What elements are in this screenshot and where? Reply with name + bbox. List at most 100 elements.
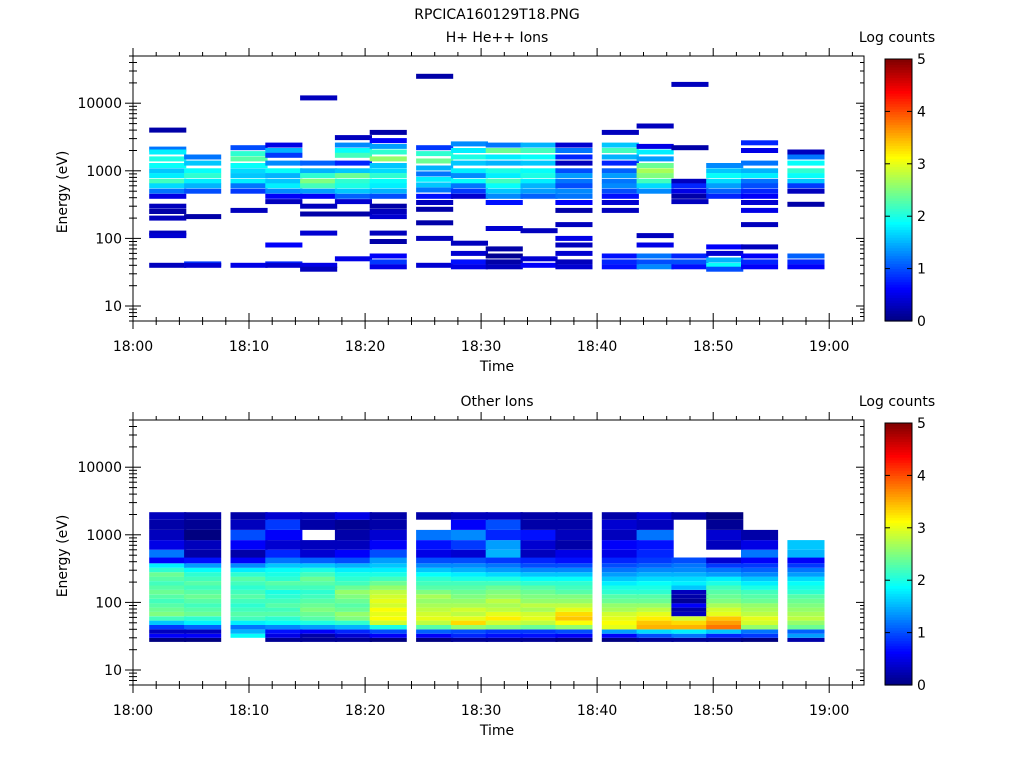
heatmap-cell xyxy=(369,557,407,564)
colorbar-swatch xyxy=(885,281,912,285)
heatmap-cell xyxy=(265,616,303,621)
heatmap-cell xyxy=(416,581,454,586)
colorbar-swatch xyxy=(885,593,912,597)
heatmap-cell xyxy=(601,188,639,194)
heatmap-cell xyxy=(334,211,372,217)
heatmap-cell xyxy=(230,607,268,612)
heatmap-cell xyxy=(334,529,372,541)
heatmap-cell xyxy=(416,585,454,590)
heatmap-cell xyxy=(416,563,454,568)
colorbar-swatch xyxy=(885,174,912,178)
heatmap-cell xyxy=(369,625,407,630)
colorbar-swatch xyxy=(885,527,912,532)
heatmap-cell xyxy=(230,207,268,213)
heatmap-cell xyxy=(671,512,709,520)
heatmap-cell xyxy=(636,594,674,599)
heatmap-cell xyxy=(450,637,488,642)
colorbar-swatch xyxy=(885,77,912,81)
heatmap-cell xyxy=(671,145,709,151)
colorbar-swatch xyxy=(885,305,912,309)
colorbar-swatch xyxy=(885,255,912,259)
heatmap-cell xyxy=(636,620,674,625)
colorbar-swatch xyxy=(885,546,912,550)
heatmap-cell xyxy=(787,168,825,174)
heatmap-cell xyxy=(601,633,639,638)
heatmap-cell xyxy=(636,188,674,194)
heatmap-cell xyxy=(787,589,825,595)
heatmap-cell xyxy=(416,182,454,188)
heatmap-cell xyxy=(485,160,523,166)
heatmap-cell xyxy=(671,633,709,638)
heatmap-cell xyxy=(555,168,593,174)
colorbar-swatch xyxy=(885,289,912,293)
heatmap-cell xyxy=(450,629,488,634)
heatmap-cell xyxy=(230,581,268,586)
heatmap-cell xyxy=(520,620,558,625)
heatmap-cell xyxy=(369,183,407,189)
colorbar-swatch xyxy=(885,682,912,686)
heatmap-cell xyxy=(601,173,639,179)
heatmap-cell xyxy=(184,572,222,577)
heatmap-cell xyxy=(149,567,187,573)
heatmap-cell xyxy=(555,611,593,617)
heatmap-cell xyxy=(450,519,488,530)
heatmap-cell xyxy=(416,611,454,617)
heatmap-cell xyxy=(485,154,523,160)
heatmap-cell xyxy=(450,512,488,520)
heatmap-cell xyxy=(555,264,593,270)
colorbar-swatch xyxy=(885,428,912,432)
heatmap-cell xyxy=(149,183,187,189)
heatmap-cell xyxy=(416,176,454,182)
heatmap-cell xyxy=(184,188,222,194)
heatmap-cell xyxy=(369,253,407,259)
heatmap-cell xyxy=(671,611,709,617)
heatmap-cell xyxy=(555,154,593,160)
heatmap-cell xyxy=(636,183,674,189)
heatmap-cell xyxy=(184,603,222,608)
heatmap-cell xyxy=(787,188,825,194)
heatmap-cell xyxy=(300,178,338,184)
heatmap-cell xyxy=(300,160,338,166)
heatmap-cell xyxy=(787,154,825,160)
colorbar-tick-label: 1 xyxy=(917,262,926,278)
colorbar-swatch xyxy=(885,210,912,215)
heatmap-cell xyxy=(741,589,779,595)
heatmap-cell xyxy=(300,603,338,608)
colorbar-swatch xyxy=(885,616,912,621)
colorbar-swatch xyxy=(885,464,912,469)
heatmap-cell xyxy=(485,183,523,189)
heatmap-cell xyxy=(555,188,593,194)
colorbar-swatch xyxy=(885,475,912,479)
heatmap-cell xyxy=(184,214,222,220)
heatmap-cell xyxy=(416,158,454,164)
heatmap-cell xyxy=(369,637,407,642)
colorbar-swatch xyxy=(885,200,912,204)
heatmap-cell xyxy=(149,607,187,612)
heatmap-cell xyxy=(184,629,222,634)
heatmap-cell xyxy=(300,594,338,599)
heatmap-cell xyxy=(230,168,268,174)
heatmap-cell xyxy=(601,616,639,621)
y-tick-label: 100 xyxy=(95,231,122,247)
colorbar-tick-label: 4 xyxy=(917,468,926,484)
heatmap-cell xyxy=(149,529,187,541)
heatmap-cell xyxy=(555,620,593,625)
heatmap-cell xyxy=(369,589,407,595)
heatmap-cell xyxy=(369,156,407,162)
colorbar-swatch xyxy=(885,187,912,191)
heatmap-cell xyxy=(184,576,222,581)
colorbar-swatch xyxy=(885,671,912,676)
x-tick-label: 18:40 xyxy=(577,703,617,719)
heatmap-cell xyxy=(149,629,187,634)
colorbar-swatch xyxy=(885,64,912,68)
heatmap-cell xyxy=(334,572,372,577)
heatmap-cell xyxy=(636,540,674,550)
heatmap-cell xyxy=(787,173,825,179)
heatmap-cell xyxy=(485,226,523,231)
heatmap-cell xyxy=(300,512,338,520)
heatmap-cell xyxy=(369,607,407,612)
heatmap-cell xyxy=(485,629,523,634)
heatmap-cell xyxy=(601,620,639,625)
colorbar-swatch xyxy=(885,556,912,560)
heatmap-cell xyxy=(184,557,222,564)
